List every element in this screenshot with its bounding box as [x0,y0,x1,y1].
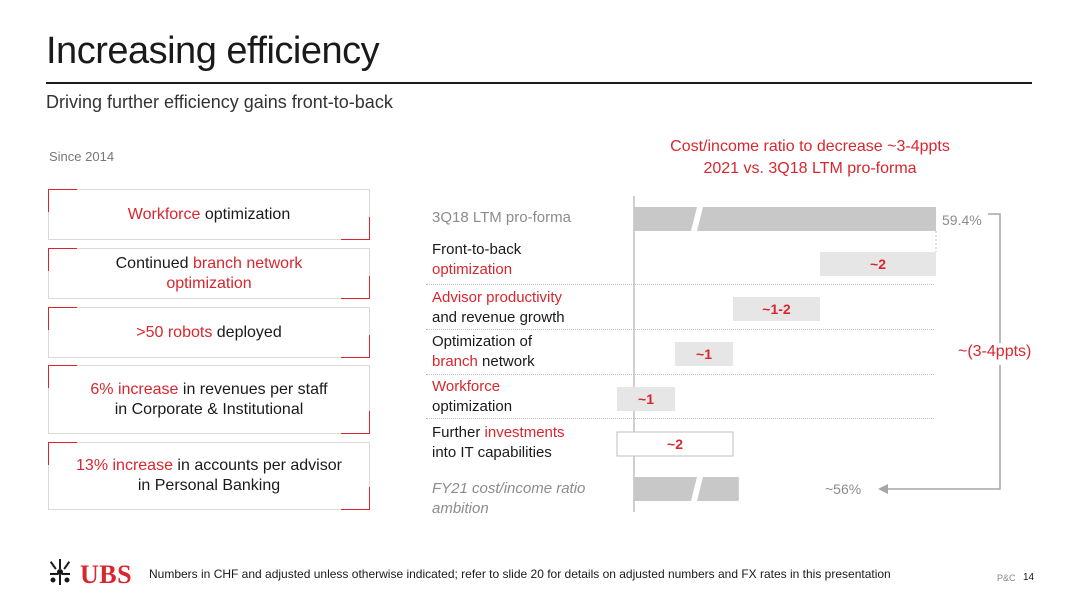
since-label: Since 2014 [49,149,115,164]
page-title: Increasing efficiency [46,30,380,72]
category-line-highlight: Advisor productivity [432,289,563,306]
category-line: Front-to-back [432,241,522,258]
bracket-label: ~(3-4ppts) [958,343,1032,360]
box-text: Continued [115,254,193,272]
step-value-label: ~1-2 [762,301,791,317]
initiative-box-revenues: 6% increase in revenues per staff in Cor… [48,365,370,434]
step-bar [675,342,733,366]
initiative-box-branch: Continued branch network optimization [48,248,370,299]
step-bar [616,431,734,457]
category-line-highlight: Workforce [432,378,501,395]
end-value-label: ~56% [825,481,861,497]
category-line: and revenue growth [432,309,565,326]
category-line-highlight: optimization [432,261,513,278]
initiative-box-accounts: 13% increase in accounts per advisor in … [48,442,370,510]
initiative-box-workforce: Workforce optimization [48,189,370,240]
box-highlight: 6% increase [90,380,179,398]
axis-break-icon [691,477,703,501]
box-text: in revenues per staff [178,380,328,398]
category-line: optimization [432,398,513,415]
footnote: Numbers in CHF and adjusted unless other… [149,567,891,581]
category-line: FY21 cost/income ratio [432,480,586,497]
bracket-arrow-icon [878,484,888,494]
page-subtitle: Driving further efficiency gains front-t… [46,92,393,112]
box-highlight: optimization [166,274,252,292]
category-label-end: FY21 cost/income ratio ambition [432,479,585,519]
chart-title-line2: 2021 vs. 3Q18 LTM pro-forma [703,160,917,177]
bracket-label-bg [958,343,1058,365]
ubs-wordmark: UBS [80,560,133,589]
category-line: network [477,353,535,370]
box-highlight: >50 robots [136,323,213,341]
row-divider [426,284,934,285]
category-label-workforce: Workforce optimization [432,377,512,417]
chart-title: Cost/income ratio to decrease ~3-4ppts 2… [600,136,1020,180]
axis-break-icon [691,207,703,231]
title-divider [46,82,1032,84]
box-highlight: branch network [193,254,303,272]
end-bar [634,477,739,501]
box-text: optimization [200,205,291,223]
step-value-label: ~1 [638,391,654,407]
page-number: 14 [1023,572,1035,583]
category-line-highlight: investments [484,424,565,441]
row-divider [426,374,934,375]
initiative-box-robots: >50 robots deployed [48,307,370,358]
row-divider [426,418,934,419]
category-label-branch: Optimization of branch network [432,332,535,372]
step-bar [617,387,675,411]
step-value-label: ~2 [667,436,683,452]
step-bar [733,297,820,321]
category-label-it: Further investments into IT capabilities [432,423,565,463]
step-value-label: ~2 [870,256,886,272]
category-line: into IT capabilities [432,444,552,461]
box-text: in accounts per advisor [172,457,342,474]
start-value-label: 59.4% [942,212,982,228]
box-highlight: 13% increase [76,457,173,474]
ubs-keys-logo-icon [49,559,71,585]
category-label-start: 3Q18 LTM pro-forma [432,209,571,226]
box-text: deployed [212,323,282,341]
category-line: ambition [432,500,489,517]
box-text: in Corporate & Institutional [114,400,304,418]
category-line-highlight: branch [432,353,478,370]
chart-title-line1: Cost/income ratio to decrease ~3-4ppts [670,138,950,155]
category-line: Optimization of [432,333,533,350]
step-bar [820,252,936,276]
category-line: Further [432,424,485,441]
section-label: P&C [997,573,1016,583]
row-divider [426,329,934,330]
box-text: in Personal Banking [137,477,281,494]
category-label-front-to-back: Front-to-back optimization [432,240,521,280]
step-value-label: ~1 [696,346,712,362]
start-bar [634,207,936,231]
box-highlight: Workforce [127,205,201,223]
category-label-advisor: Advisor productivity and revenue growth [432,288,565,328]
